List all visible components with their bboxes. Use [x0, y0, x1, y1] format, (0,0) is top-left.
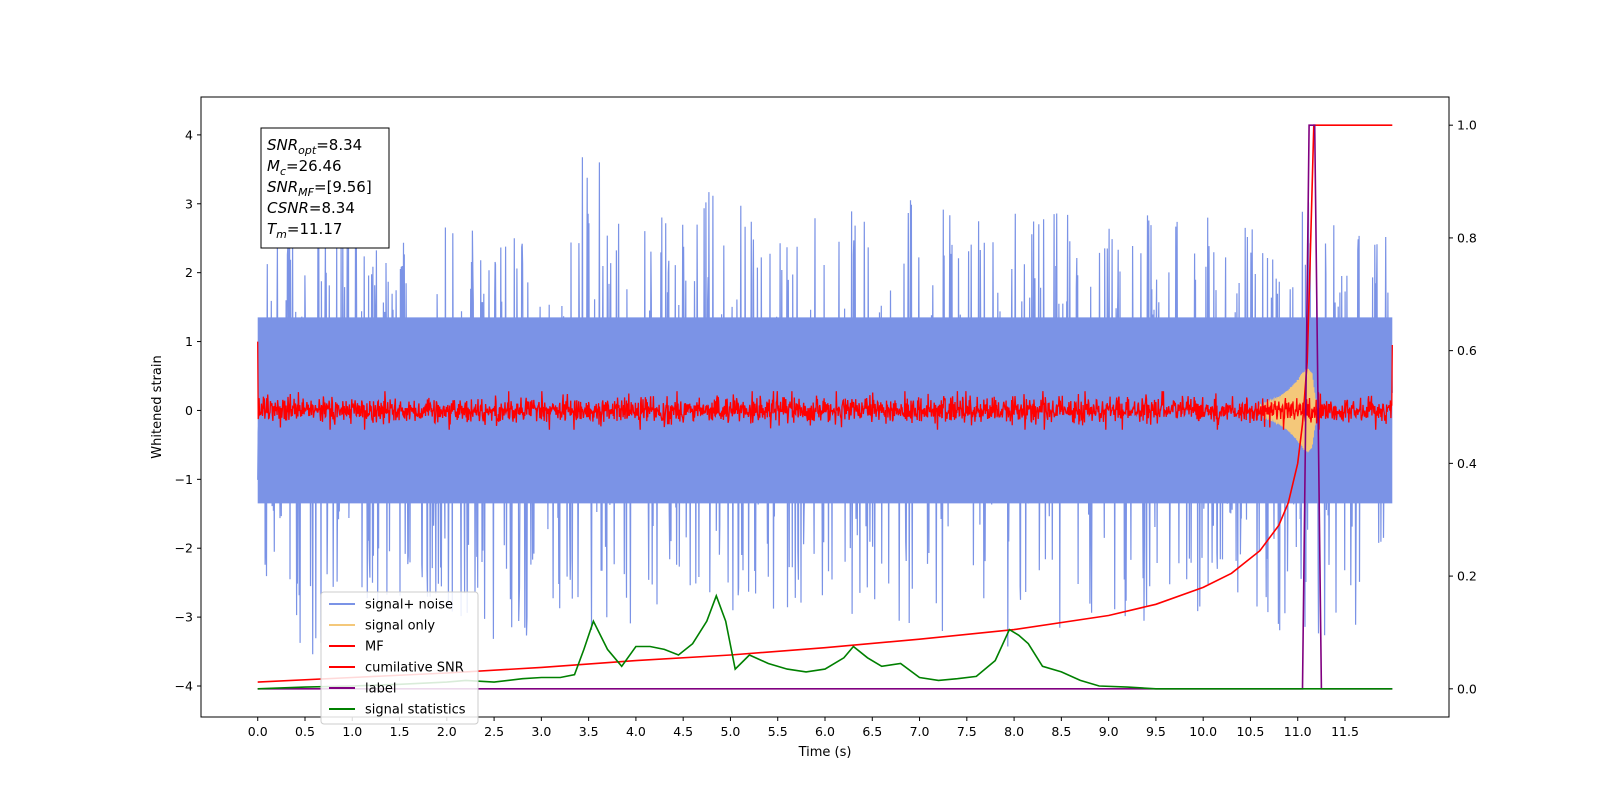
legend-label: signal only	[365, 619, 435, 634]
y2-tick-label: 1.0	[1457, 118, 1477, 133]
annotation-line: Mc=26.46	[267, 157, 342, 178]
x-tick-label: 11.0	[1284, 724, 1312, 739]
x-tick-label: 7.5	[957, 724, 977, 739]
x-tick-label: 9.0	[1099, 724, 1119, 739]
x-tick-label: 8.0	[1004, 724, 1024, 739]
legend-label: signal statistics	[365, 703, 466, 718]
x-tick-label: 7.0	[910, 724, 930, 739]
x-tick-label: 3.5	[579, 724, 599, 739]
x-tick-label: 10.0	[1189, 724, 1217, 739]
y2-tick-label: 0.0	[1457, 681, 1477, 696]
x-tick-label: 4.0	[626, 724, 646, 739]
x-tick-label: 5.5	[768, 724, 788, 739]
x-tick-label: 5.0	[721, 724, 741, 739]
y2-tick-label: 0.6	[1457, 343, 1477, 358]
x-tick-label: 0.0	[248, 724, 268, 739]
y2-tick-label: 0.2	[1457, 569, 1477, 584]
x-tick-label: 1.0	[342, 724, 362, 739]
series-cumulative-snr-line	[257, 124, 1393, 683]
x-tick-label: 0.5	[295, 724, 315, 739]
y-tick-label: 3	[185, 196, 193, 211]
legend-label: signal+ noise	[365, 598, 453, 613]
plot-area	[257, 124, 1393, 690]
legend-label: label	[365, 682, 396, 697]
legend-label: cumilative SNR	[365, 661, 464, 676]
y-tick-label: −1	[175, 472, 193, 487]
y-tick-label: 4	[185, 127, 193, 142]
x-tick-label: 4.5	[673, 724, 693, 739]
y-tick-label: −2	[175, 541, 193, 556]
y-tick-label: 0	[185, 403, 193, 418]
y2-tick-label: 0.4	[1457, 456, 1477, 471]
x-tick-label: 6.0	[815, 724, 835, 739]
legend-label: MF	[365, 640, 384, 655]
y-tick-label: 2	[185, 265, 193, 280]
x-tick-label: 2.0	[437, 724, 457, 739]
legend: signal+ noise signal only MF cumilative SNR…	[320, 591, 479, 725]
annotation-line: SNRopt=8.34	[267, 136, 362, 157]
series-signal-statistics-line	[257, 593, 1393, 690]
x-tick-label: 11.5	[1331, 724, 1359, 739]
x-tick-label: 10.5	[1237, 724, 1265, 739]
annotation-frame	[260, 127, 390, 249]
annotation-line: SNRMF=[9.56]	[267, 178, 372, 199]
x-tick-label: 3.0	[531, 724, 551, 739]
y-tick-label: 1	[185, 334, 193, 349]
series-mf-line	[257, 341, 1393, 430]
x-tick-label: 8.5	[1051, 724, 1071, 739]
legend-frame	[320, 591, 479, 725]
annotation-line: Tm=11.17	[267, 220, 342, 241]
axes: 0.0 0.5 1.0 1.5 2.0 2.5 3.0 3.5 4.0 4.5 5.0 5.5 6.0 6…	[175, 118, 1477, 739]
annotation-line: CSNR=8.34	[267, 199, 355, 217]
annotation-box: SNRopt=8.34Mc=26.46SNRMF=[9.56]CSNR=8.34…	[260, 127, 390, 249]
y-tick-label: −4	[175, 679, 193, 694]
x-tick-label: 1.5	[390, 724, 410, 739]
x-tick-label: 9.5	[1146, 724, 1166, 739]
x-tick-label: 6.5	[862, 724, 882, 739]
y2-tick-label: 0.8	[1457, 230, 1477, 245]
y-axis-label: Whitened strain	[150, 355, 165, 458]
x-tick-label: 2.5	[484, 724, 504, 739]
x-axis-label: Time (s)	[798, 745, 852, 760]
y-tick-label: −3	[175, 610, 193, 625]
